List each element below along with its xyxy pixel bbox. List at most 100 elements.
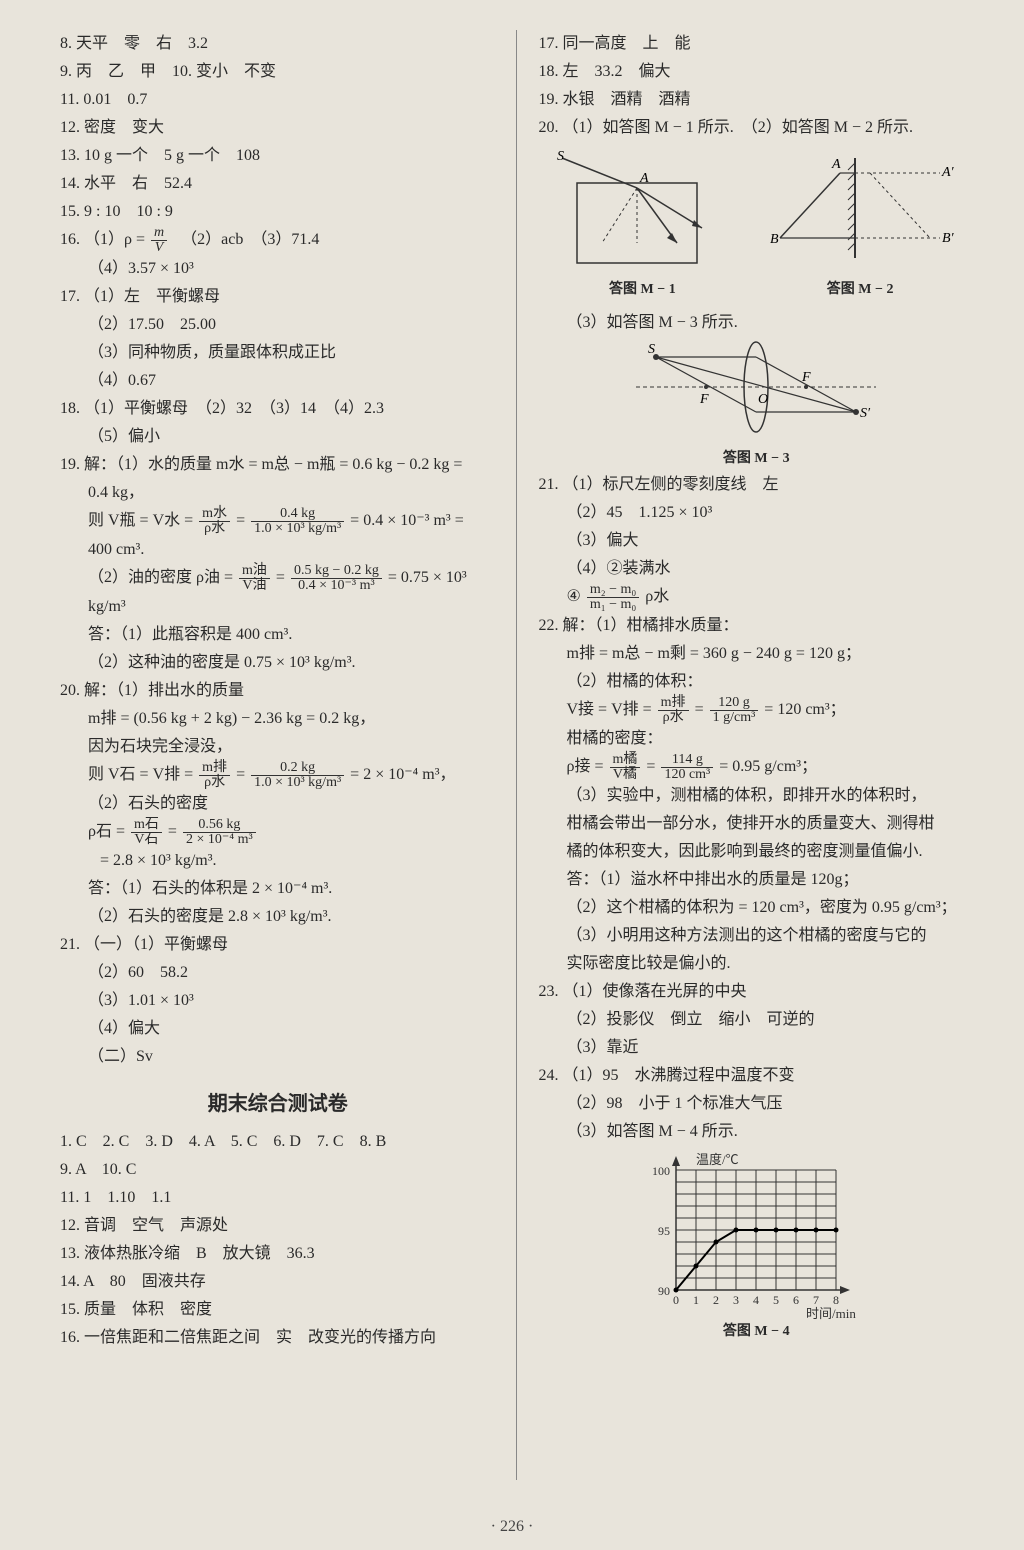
section-title: 期末综合测试卷 (60, 1087, 496, 1122)
text-line: 柑橘会带出一部分水，使排开水的质量变大、测得柑 (539, 810, 975, 838)
numerator: m₂ − m₀ (587, 583, 639, 598)
denominator: ρ水 (199, 522, 230, 536)
text-line: （2）这个柑橘的体积为 = 120 cm³，密度为 0.95 g/cm³； (539, 894, 975, 922)
text-line: （2）60 58.2 (60, 959, 496, 987)
text-line: 19. 水银 酒精 酒精 (539, 86, 975, 114)
fraction: m V (151, 226, 167, 255)
text-line: 11. 0.01 0.7 (60, 86, 496, 114)
figure-m3: S S′ F F O 答图 M − 3 (539, 337, 975, 472)
eq: = (646, 758, 659, 775)
text-line: 17. （1）左 平衡螺母 (60, 283, 496, 311)
text-line: （2）投影仪 倒立 缩小 可逆的 (539, 1006, 975, 1034)
label-a: A (831, 157, 841, 172)
text-line: （3）如答图 M − 3 所示. (539, 309, 975, 337)
fraction: 0.56 kg 2 × 10⁻⁴ m³ (183, 818, 256, 847)
q20e-line: ρ石 = m石 V石 = 0.56 kg 2 × 10⁻⁴ m³ (60, 818, 496, 847)
text-line: 1. C 2. C 3. D 4. A 5. C 6. D 7. C 8. B (60, 1128, 496, 1156)
label-a: A (639, 171, 649, 186)
denominator: 0.4 × 10⁻³ m³ (291, 579, 382, 593)
text-line: 20. 解：（1）排出水的质量 (60, 677, 496, 705)
text-line: （4）0.67 (60, 367, 496, 395)
text-line: 12. 音调 空气 声源处 (60, 1212, 496, 1240)
text-line: 答：（1）溢水杯中排出水的质量是 120g； (539, 866, 975, 894)
text-line: （4）3.57 × 10³ (60, 255, 496, 283)
fraction: 0.2 kg 1.0 × 10³ kg/m³ (251, 761, 344, 790)
label-f: F (699, 392, 709, 407)
svg-text:时间/min: 时间/min (806, 1306, 856, 1320)
numerator: m油 (239, 564, 270, 579)
denominator: 1 g/cm³ (710, 711, 759, 725)
denominator: m₁ − m₀ (587, 598, 639, 612)
svg-text:2: 2 (713, 1293, 719, 1307)
text-line: 11. 1 1.10 1.1 (60, 1184, 496, 1212)
fraction: m排 ρ水 (658, 696, 689, 725)
text-line: 16. 一倍焦距和二倍焦距之间 实 改变光的传播方向 (60, 1324, 496, 1352)
fraction: m水 ρ水 (199, 507, 230, 536)
label-o: O (758, 392, 768, 407)
text-line: 14. A 80 固液共存 (60, 1268, 496, 1296)
prefix: ④ (567, 588, 581, 605)
numerator: 0.56 kg (183, 818, 256, 833)
label-sp: S′ (860, 406, 871, 421)
text-line: kg/m³ (60, 593, 496, 621)
denominator: V油 (239, 579, 270, 593)
right-column: 17. 同一高度 上 能 18. 左 33.2 偏大 19. 水银 酒精 酒精 … (517, 30, 975, 1480)
numerator: 114 g (661, 753, 713, 768)
numerator: 0.2 kg (251, 761, 344, 776)
text-line: （5）偏小 (60, 423, 496, 451)
denominator: ρ水 (199, 776, 230, 790)
text-line: 15. 9 : 10 10 : 9 (60, 198, 496, 226)
svg-text:95: 95 (658, 1224, 670, 1238)
denominator: V (151, 241, 167, 255)
numerator: m排 (658, 696, 689, 711)
eq: = (276, 569, 289, 586)
denominator: 2 × 10⁻⁴ m³ (183, 833, 256, 847)
numerator: 0.4 kg (251, 507, 344, 522)
text-line: （3）实验中，测柑橘的体积，即排开水的体积时， (539, 782, 975, 810)
caption: 答图 M − 3 (626, 447, 886, 472)
svg-text:100: 100 (652, 1164, 670, 1178)
numerator: m (151, 226, 167, 241)
fraction: m₂ − m₀ m₁ − m₀ (587, 583, 639, 612)
fraction: 0.4 kg 1.0 × 10³ kg/m³ (251, 507, 344, 536)
svg-text:6: 6 (793, 1293, 799, 1307)
text-line: （2）柑橘的体积： (539, 668, 975, 696)
prefix: 则 V瓶 = V水 = (88, 512, 197, 529)
svg-text:0: 0 (673, 1293, 679, 1307)
denominator: ρ水 (658, 711, 689, 725)
fraction: 120 g 1 g/cm³ (710, 696, 759, 725)
numerator: m排 (199, 761, 230, 776)
label-b: B (770, 232, 779, 247)
q19e-line: （2）油的密度 ρ油 = m油 V油 = 0.5 kg − 0.2 kg 0.4… (60, 564, 496, 593)
q16-rest: （2）acb （3）71.4 (173, 231, 319, 248)
denominator: 1.0 × 10³ kg/m³ (251, 522, 344, 536)
figure-m4: 9095100012345678温度/℃时间/min 答图 M − 4 (539, 1150, 975, 1345)
text-line: 18. （1）平衡螺母 （2）32 （3）14 （4）2.3 (60, 395, 496, 423)
text-line: （二）Sv (60, 1043, 496, 1071)
q20c-line: 则 V石 = V排 = m排 ρ水 = 0.2 kg 1.0 × 10³ kg/… (60, 761, 496, 790)
text-line: （2）98 小于 1 个标准大气压 (539, 1090, 975, 1118)
eq: = (236, 512, 249, 529)
prefix: V接 = V排 = (567, 701, 656, 718)
numerator: m石 (131, 818, 162, 833)
text-line: 21. （一）（1）平衡螺母 (60, 931, 496, 959)
svg-text:7: 7 (813, 1293, 819, 1307)
post: = 2 × 10⁻⁴ m³， (350, 766, 455, 783)
post: = 0.75 × 10³ (388, 569, 467, 586)
post: = 120 cm³； (764, 701, 845, 718)
text-line: 0.4 kg， (60, 479, 496, 507)
text-line: 19. 解：（1）水的质量 m水 = m总 − m瓶 = 0.6 kg − 0.… (60, 451, 496, 479)
prefix: ρ接 = (567, 758, 608, 775)
text-line: 柑橘的密度： (539, 725, 975, 753)
q22f-line: ρ接 = m橘 V橘 = 114 g 120 cm³ = 0.95 g/cm³； (539, 753, 975, 782)
q16-prefix: 16. （1）ρ = (60, 231, 149, 248)
q21-4-line: ④ m₂ − m₀ m₁ − m₀ ρ水 (539, 583, 975, 612)
fraction: m橘 V橘 (610, 753, 641, 782)
caption: 答图 M − 4 (636, 1320, 876, 1345)
text-line: 17. 同一高度 上 能 (539, 30, 975, 58)
fraction: 114 g 120 cm³ (661, 753, 713, 782)
temperature-chart: 9095100012345678温度/℃时间/min (636, 1150, 876, 1320)
numerator: m橘 (610, 753, 641, 768)
caption: 答图 M − 1 (552, 278, 732, 303)
left-column: 8. 天平 零 右 3.2 9. 丙 乙 甲 10. 变小 不变 11. 0.0… (60, 30, 517, 1480)
